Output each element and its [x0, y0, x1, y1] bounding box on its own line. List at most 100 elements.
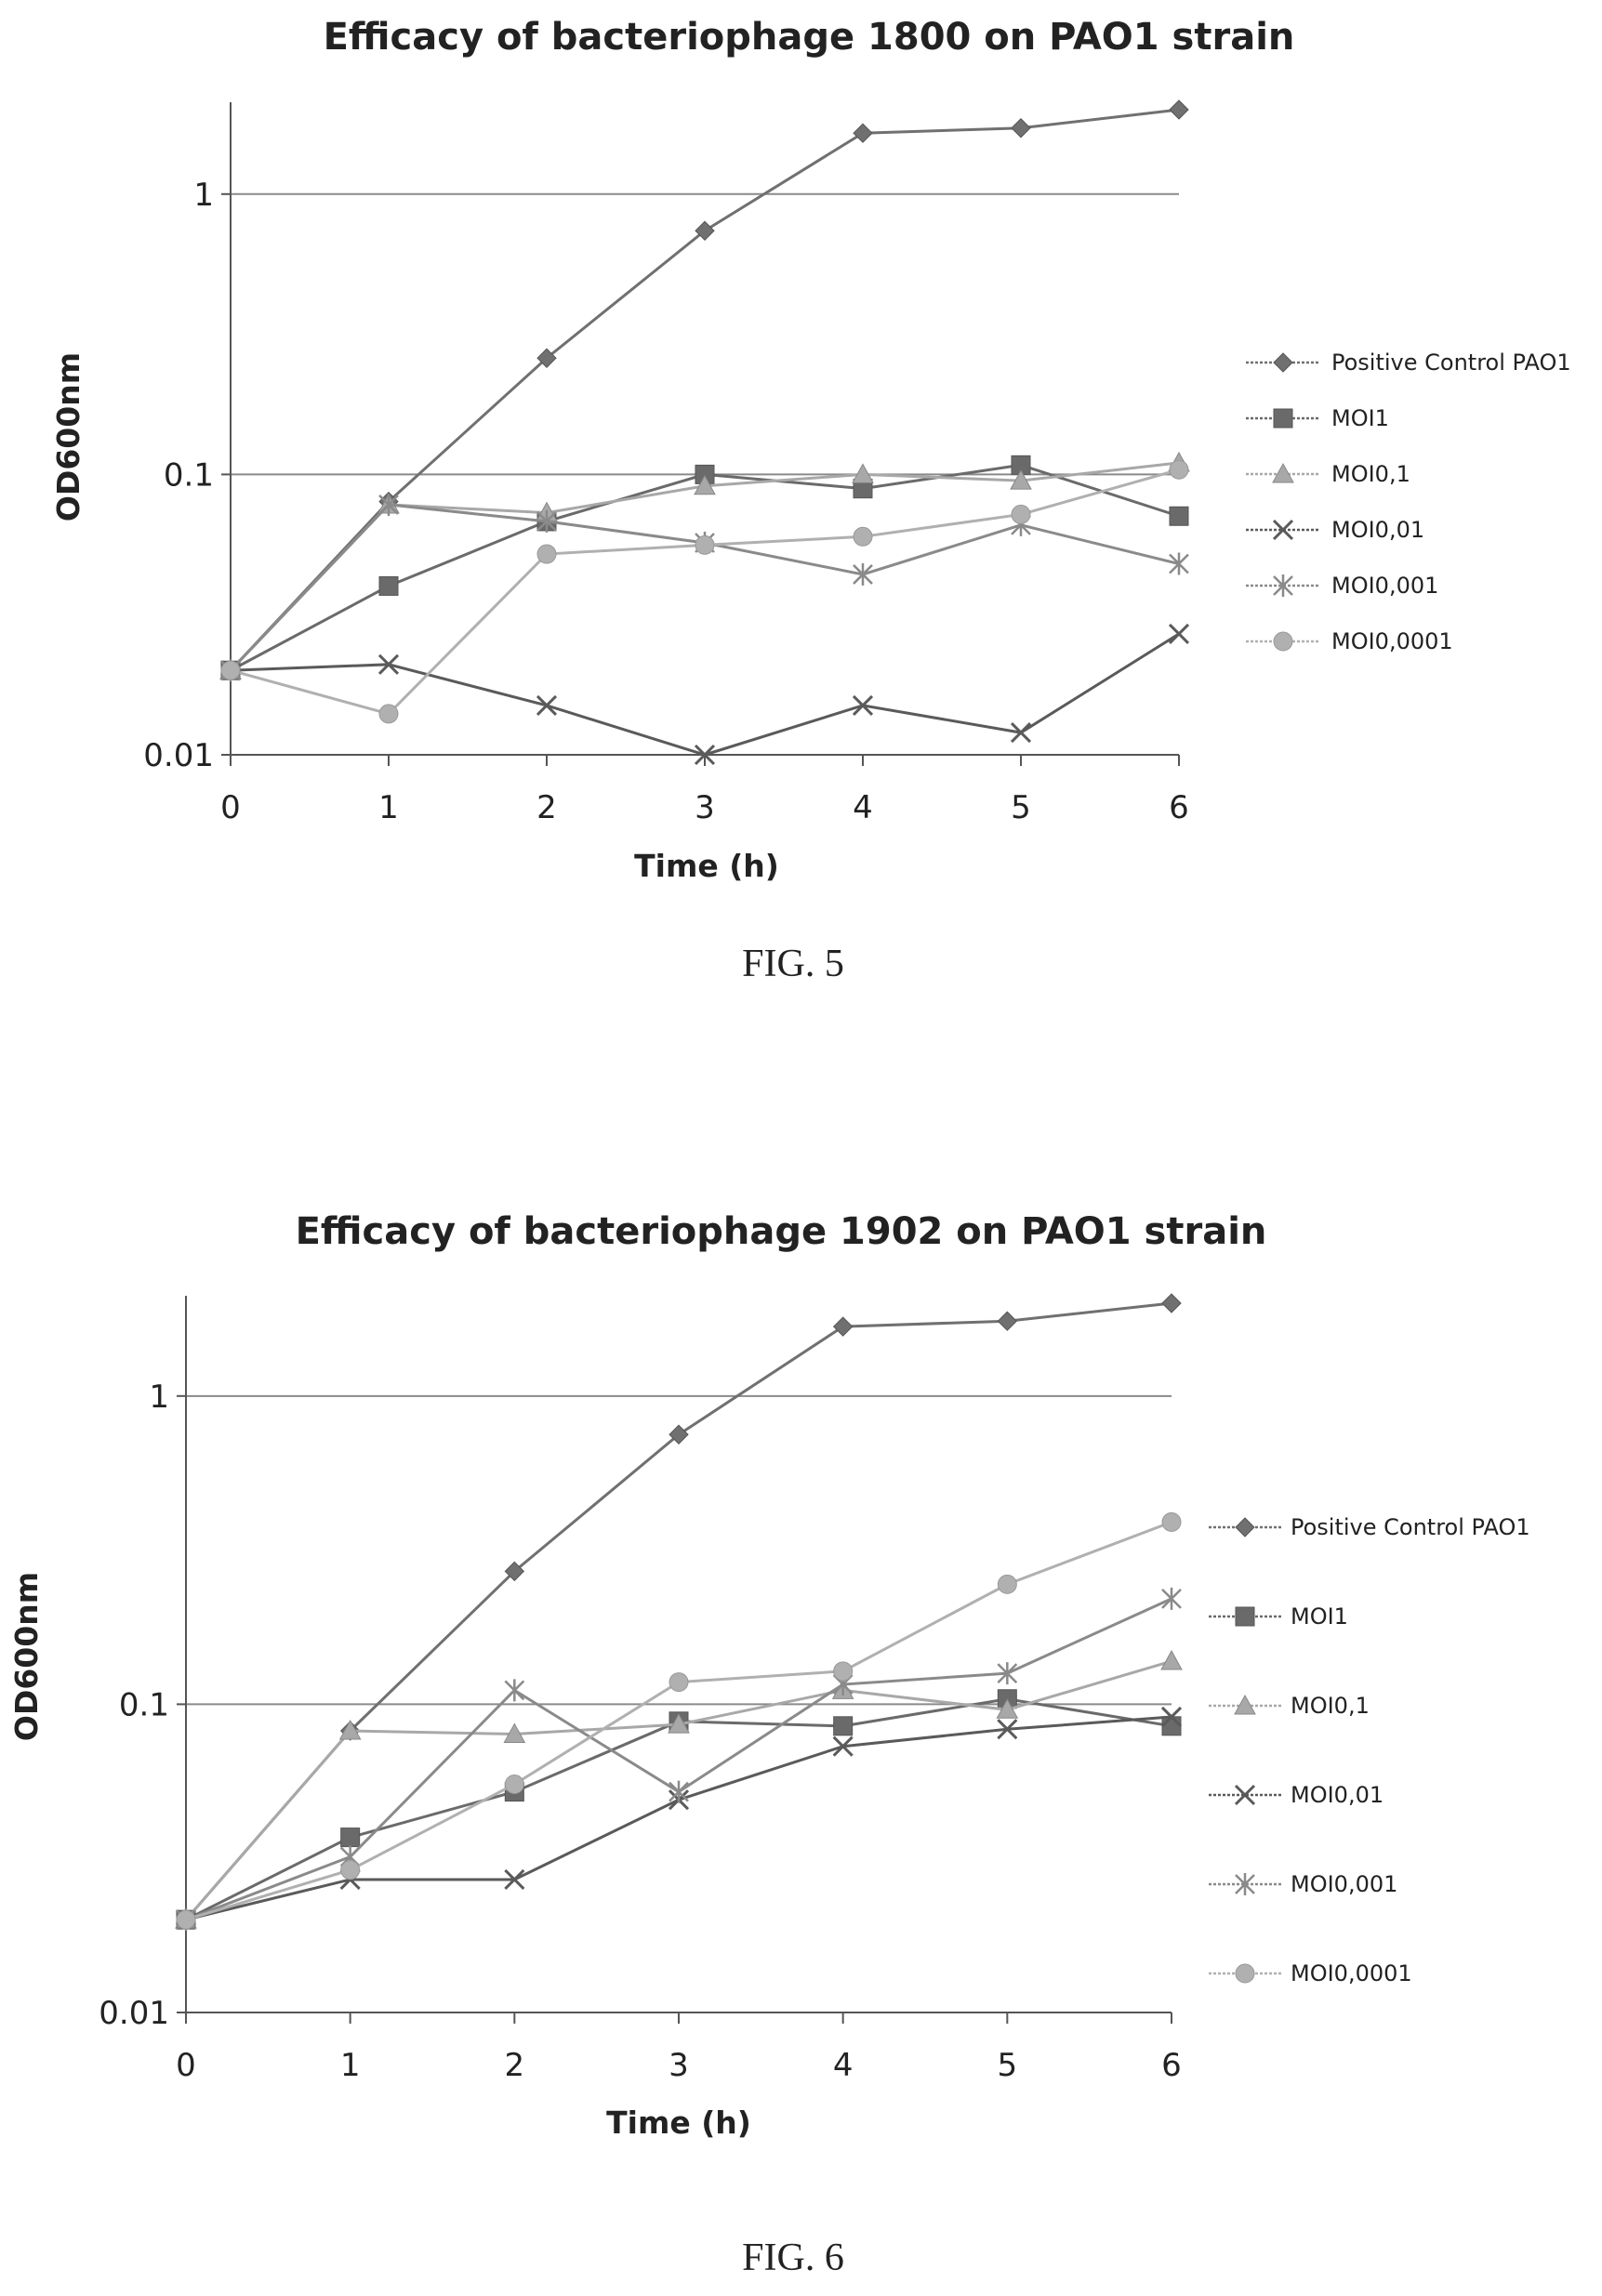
data-point [669, 1672, 689, 1693]
x-tick-label: 4 [853, 789, 873, 826]
data-point [504, 1679, 525, 1702]
legend: Positive Control PAO1 MOI1 MOI0,1 MOI0,01 MO… [1246, 350, 1571, 654]
data-point [1169, 552, 1189, 575]
legend-marker [1234, 1784, 1256, 1806]
x-tick-label: 6 [1169, 789, 1189, 826]
legend-entry: Positive Control PAO1 [1209, 1514, 1530, 1540]
legend-marker [1273, 631, 1293, 652]
data-point [536, 509, 557, 533]
legend-entry: Positive Control PAO1 [1246, 350, 1571, 376]
data-point [504, 1868, 525, 1891]
legend-entry: MOI0,001 [1209, 1871, 1397, 1897]
data-point [1010, 469, 1032, 490]
x-tick-label: 5 [1011, 789, 1031, 826]
data-point [832, 1735, 854, 1757]
x-axis-title: Time (h) [606, 2105, 751, 2141]
legend-label: MOI0,1 [1291, 1693, 1370, 1719]
data-point [853, 562, 873, 586]
y-tick-label: 1 [193, 177, 214, 214]
data-point [1160, 1649, 1183, 1670]
y-tick-label: 0.01 [99, 1995, 169, 2032]
y-tick-label: 0.1 [164, 456, 214, 494]
data-point [338, 1719, 362, 1740]
data-point [997, 1574, 1017, 1594]
x-tick-label: 1 [378, 789, 399, 826]
data-point [1161, 1716, 1182, 1736]
axes [177, 1296, 1172, 2024]
data-point [1169, 99, 1189, 120]
data-point [536, 544, 557, 564]
series-moi0-001 [220, 493, 1189, 682]
data-point [668, 1713, 690, 1734]
legend-entry: MOI0,1 [1246, 461, 1410, 487]
legend-entry: MOI0,001 [1246, 573, 1438, 599]
data-point [669, 1424, 689, 1445]
tick-labels: 0.01 0.1 1 0 1 2 3 4 5 6 [99, 1379, 1182, 2084]
series-positive-control-pao1 [220, 99, 1189, 680]
data-point [997, 1719, 1018, 1740]
legend-entry: MOI0,0001 [1246, 628, 1453, 654]
series-moi0-0001 [176, 1511, 1182, 1930]
x-tick-label: 0 [176, 2047, 196, 2084]
data-point [536, 694, 558, 716]
data-point [832, 1316, 854, 1337]
data-point [853, 526, 873, 547]
legend-label: Positive Control PAO1 [1331, 350, 1571, 376]
series-line [230, 632, 1180, 757]
data-point [377, 653, 400, 675]
x-tick-label: 5 [998, 2047, 1018, 2084]
data-point [1010, 722, 1032, 744]
data-point [695, 534, 715, 555]
series-line [229, 503, 1180, 672]
y-tick-label: 1 [149, 1379, 169, 1416]
data-point [378, 575, 399, 596]
x-tick-label: 2 [536, 789, 557, 826]
data-point [220, 660, 241, 680]
data-point [1161, 1511, 1182, 1532]
data-point [997, 1662, 1018, 1685]
data-point [503, 1722, 526, 1744]
legend-entry: MOI0,0001 [1209, 1960, 1412, 1986]
x-tick-label: 3 [695, 789, 715, 826]
figure-caption-5: FIG. 5 [742, 943, 844, 985]
data-point [1011, 504, 1031, 524]
legend-marker [1235, 1606, 1255, 1627]
legend-marker [1272, 519, 1294, 541]
data-point [695, 220, 715, 241]
data-point [536, 348, 557, 368]
legend-marker [1234, 1694, 1256, 1715]
data-point [853, 123, 873, 143]
series-line [185, 1715, 1172, 1921]
data-point [1161, 1293, 1182, 1313]
legend-label: MOI1 [1291, 1603, 1348, 1630]
x-tick-label: 1 [340, 2047, 361, 2084]
legend-marker [1273, 574, 1293, 597]
legend-label: MOI0,1 [1331, 461, 1410, 487]
data-point [176, 1909, 196, 1930]
x-axis-title: Time (h) [634, 848, 779, 884]
series-moi0-01 [175, 1706, 1183, 1931]
legend: Positive Control PAO1 MOI1 MOI0,1 MOI0,01 MO… [1209, 1514, 1530, 1986]
chart-title: Efficacy of bacteriophage 1800 on PAO1 s… [324, 16, 1295, 59]
chart-title: Efficacy of bacteriophage 1902 on PAO1 s… [296, 1210, 1267, 1253]
series-line [185, 1597, 1172, 1921]
legend-marker [1235, 1873, 1255, 1895]
legend-label: MOI1 [1331, 405, 1389, 431]
tick-labels: 0.01 0.1 1 0 1 2 3 4 5 6 [143, 177, 1189, 826]
x-tick-label: 4 [833, 2047, 854, 2084]
legend-label: MOI0,01 [1291, 1782, 1384, 1808]
data-point [833, 1716, 854, 1736]
legend-marker [1235, 1963, 1255, 1984]
data-point [378, 493, 399, 516]
y-tick-label: 0.01 [143, 737, 214, 774]
legend-label: MOI0,001 [1331, 573, 1438, 599]
series-moi0-01 [219, 623, 1190, 766]
legend-label: MOI0,01 [1331, 517, 1424, 543]
series-line [230, 463, 1180, 672]
y-tick-label: 0.1 [119, 1686, 169, 1723]
series-line [230, 468, 1180, 716]
data-point [852, 694, 874, 716]
legend-marker [1273, 408, 1293, 429]
x-tick-label: 0 [220, 789, 241, 826]
series-group [175, 1293, 1183, 1932]
